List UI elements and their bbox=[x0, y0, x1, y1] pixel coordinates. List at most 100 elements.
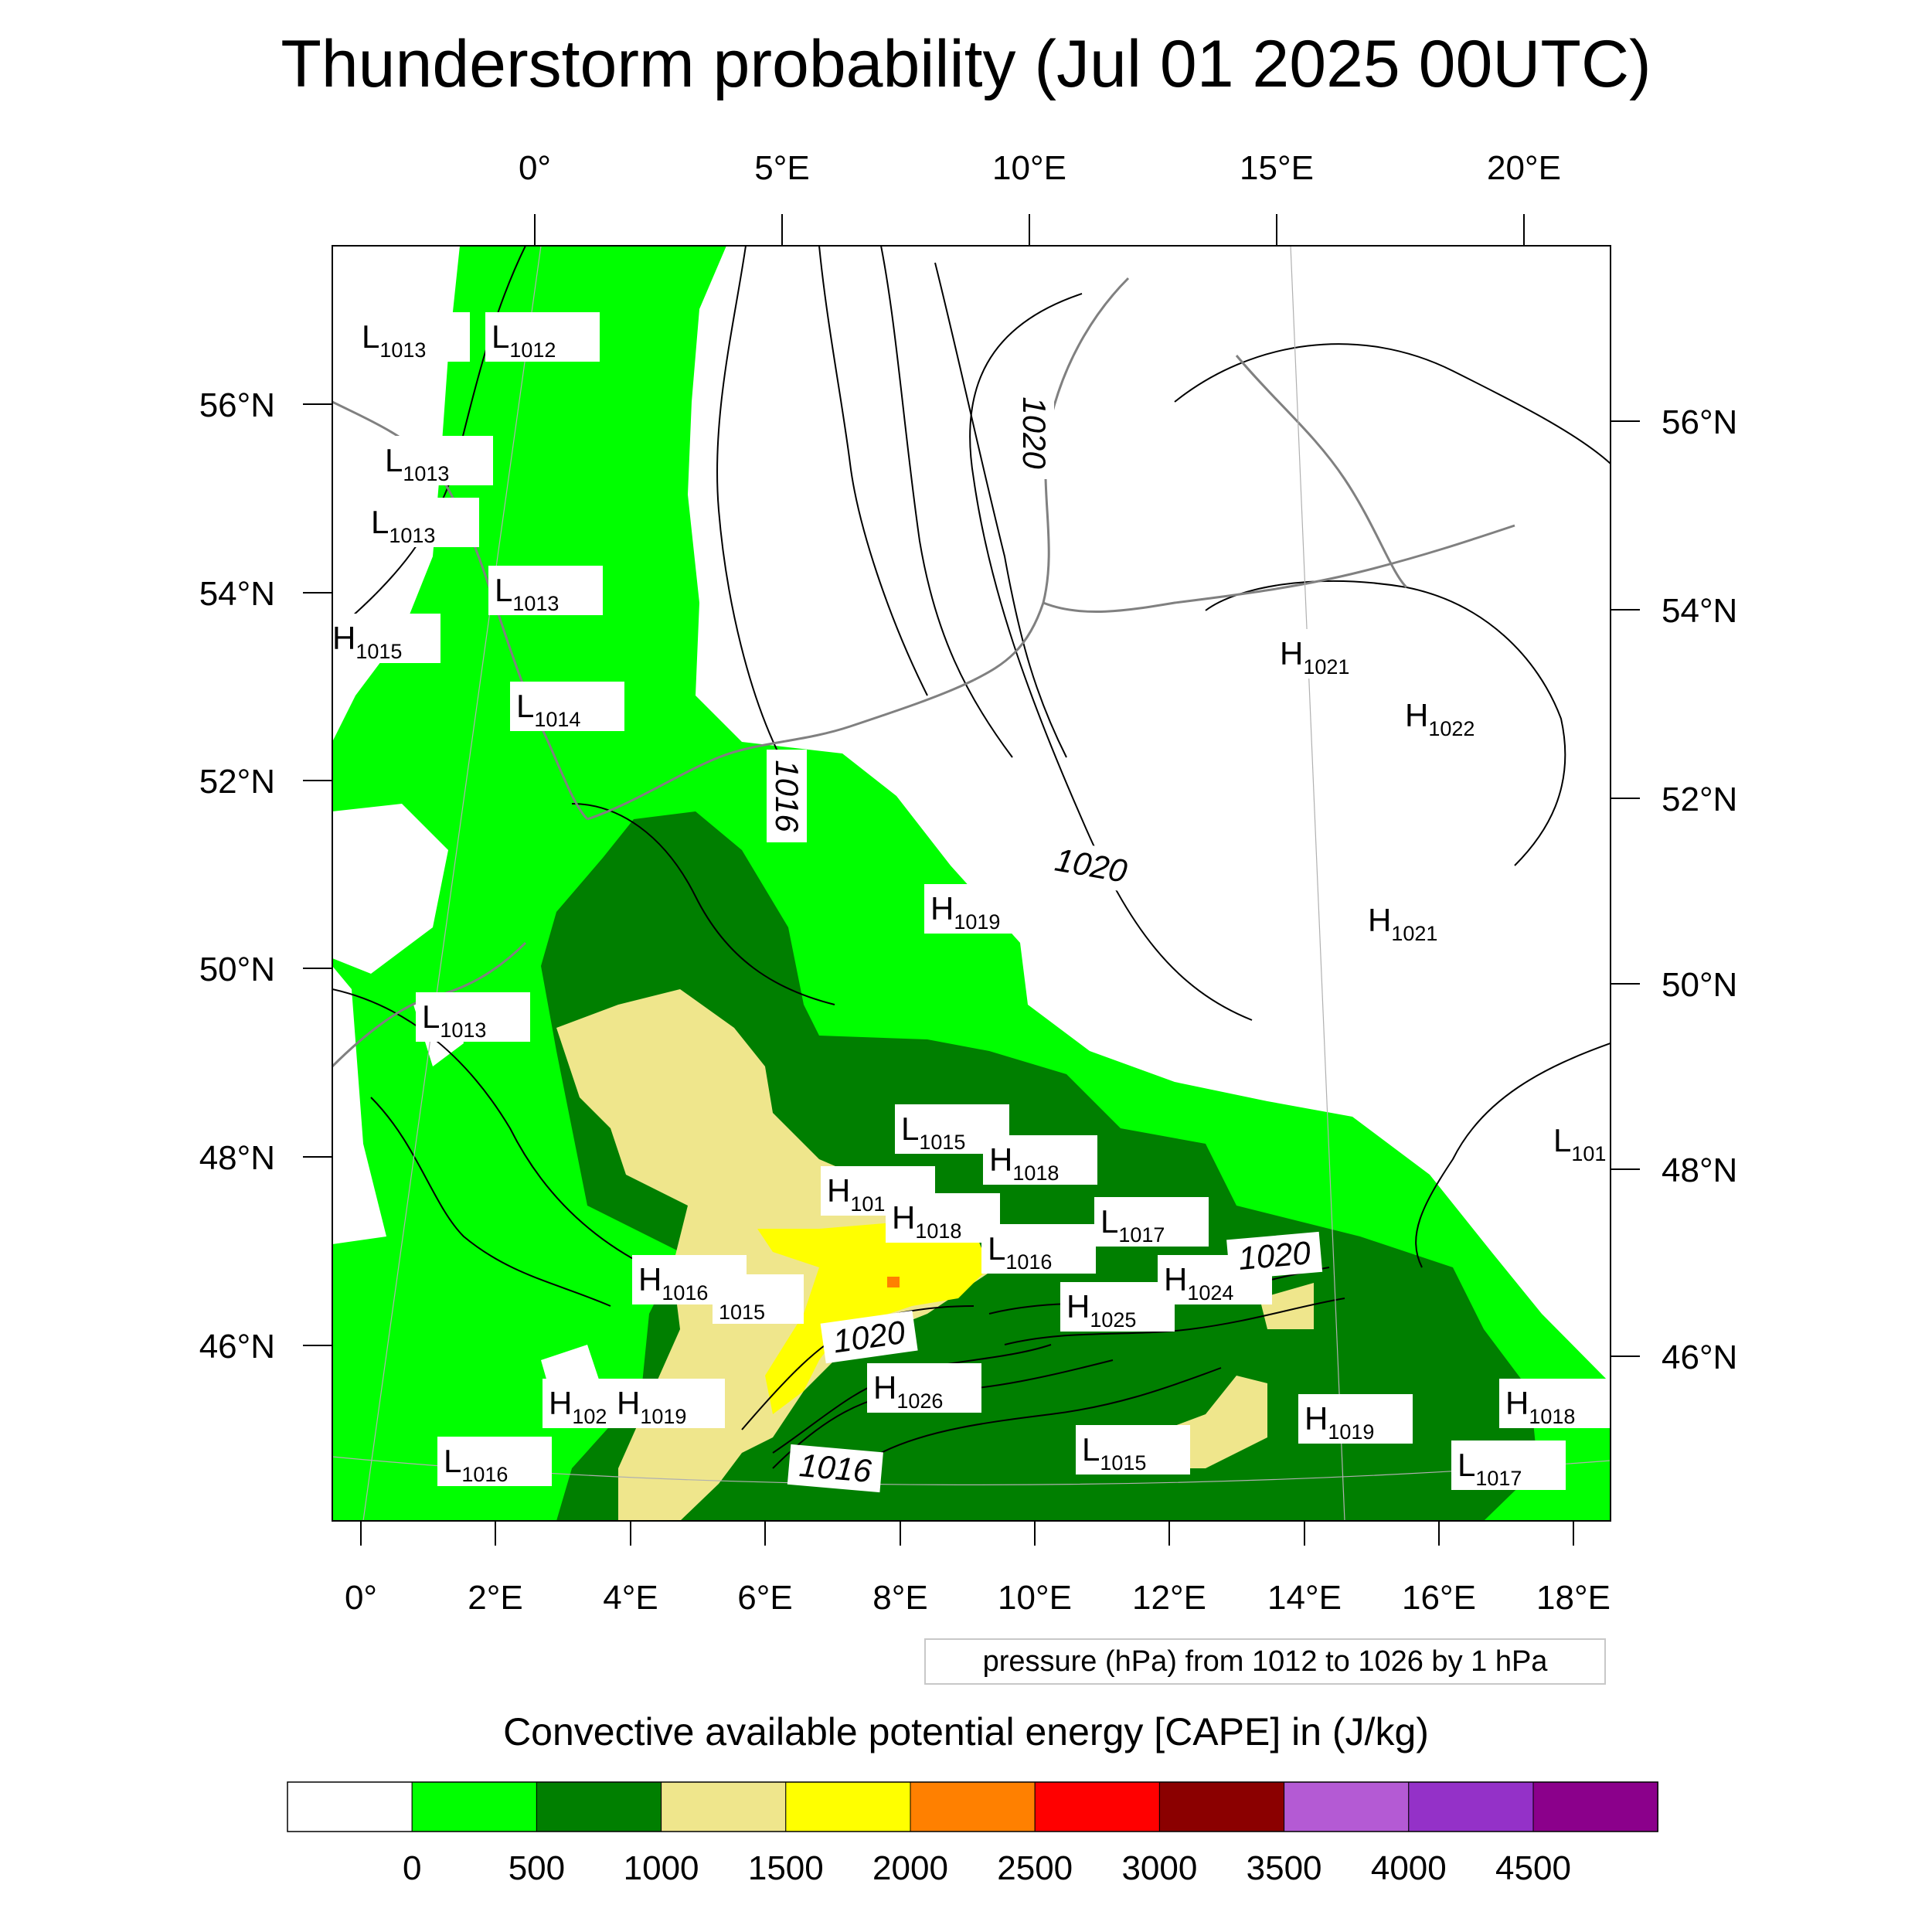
isobar-line bbox=[1415, 1043, 1611, 1268]
isobar-label: 1016 bbox=[767, 750, 807, 842]
label-background bbox=[1362, 896, 1476, 945]
pressure-center-text: H1018 bbox=[989, 1141, 1059, 1185]
pressure-center-text: H1025 bbox=[1066, 1288, 1136, 1332]
label-background bbox=[1399, 691, 1513, 740]
pressure-center-text: L101 bbox=[1553, 1122, 1606, 1165]
bottom-axis-label: 2°E bbox=[468, 1579, 522, 1617]
pressure-center-label: L1013 bbox=[416, 992, 530, 1042]
pressure-center-text: H1021 bbox=[1368, 902, 1437, 945]
pressure-center-label: L1013 bbox=[488, 566, 603, 615]
isobar-label-text: 1016 bbox=[769, 760, 805, 832]
coastline bbox=[973, 277, 1130, 682]
pressure-center-text: L1016 bbox=[988, 1230, 1052, 1274]
page-title: Thunderstorm probability (Jul 01 2025 00… bbox=[281, 27, 1651, 101]
label-background bbox=[1060, 1282, 1175, 1332]
bottom-axis-label: 14°E bbox=[1267, 1579, 1342, 1617]
pressure-center-label: H1021 bbox=[1274, 629, 1388, 679]
pressure-center-label: L1017 bbox=[1451, 1440, 1566, 1490]
top-axis-label: 0° bbox=[519, 149, 551, 187]
pressure-center-label: L1013 bbox=[355, 312, 470, 362]
pressure-center-label: H1018 bbox=[983, 1135, 1097, 1185]
label-background bbox=[355, 312, 470, 362]
contour-info-box: pressure (hPa) from 1012 to 1026 by 1 hP… bbox=[924, 1638, 1606, 1685]
pressure-center-label: H1018 bbox=[886, 1193, 1000, 1243]
left-axis-label: 50°N bbox=[199, 951, 275, 988]
isobar-line bbox=[716, 246, 781, 758]
colorbar-swatch bbox=[287, 1781, 413, 1832]
colorbar-tick-label: 2500 bbox=[997, 1849, 1073, 1887]
isobar-line bbox=[1174, 343, 1611, 464]
pressure-center-label: L1012 bbox=[485, 312, 600, 362]
cape-hole-a bbox=[332, 804, 448, 974]
pressure-center-text: L1013 bbox=[371, 504, 435, 547]
colorbar-swatch bbox=[785, 1781, 911, 1832]
colorbar-swatch bbox=[1034, 1781, 1160, 1832]
colorbar-title: Convective available potential energy [C… bbox=[503, 1710, 1429, 1753]
pressure-center-label: L1013 bbox=[379, 436, 493, 485]
label-background bbox=[1094, 1197, 1209, 1247]
bottom-axis-label: 10°E bbox=[998, 1579, 1072, 1617]
label-background bbox=[867, 1363, 981, 1413]
colorbar-frame bbox=[287, 1781, 1658, 1832]
isobar-label: 1020 bbox=[820, 1310, 918, 1364]
isobar-label-text: 1020 bbox=[1016, 396, 1053, 469]
right-axis-label: 52°N bbox=[1662, 781, 1737, 818]
label-background bbox=[1274, 629, 1388, 679]
bottom-axis-label: 16°E bbox=[1402, 1579, 1476, 1617]
pressure-center-label: H1019 bbox=[924, 884, 1039, 934]
coastline bbox=[1235, 355, 1408, 589]
colorbar: 0 500 1000 1500 2000 2500 3000 3500 4000 4500 bbox=[287, 1781, 1658, 1887]
pressure-center-text: H1019 bbox=[1304, 1400, 1374, 1444]
pressure-center-text: H102 bbox=[549, 1385, 607, 1428]
coastline bbox=[1043, 524, 1515, 614]
label-background bbox=[924, 884, 1039, 934]
isobar-line bbox=[1004, 1298, 1345, 1345]
left-axis-label: 56°N bbox=[199, 386, 275, 424]
top-axis-label: 10°E bbox=[992, 149, 1066, 187]
pressure-center-label: H1019 bbox=[1298, 1394, 1413, 1444]
label-background bbox=[981, 1224, 1096, 1274]
pressure-center-text: H1019 bbox=[617, 1385, 686, 1428]
label-background bbox=[611, 1379, 725, 1428]
colorbar-swatch bbox=[661, 1781, 787, 1832]
left-axis-label: 52°N bbox=[199, 763, 275, 801]
label-background bbox=[1547, 1116, 1611, 1165]
pressure-center-text: L1016 bbox=[444, 1443, 508, 1486]
bottom-axis-label: 12°E bbox=[1132, 1579, 1206, 1617]
pressure-center-text: H1026 bbox=[873, 1369, 943, 1413]
pressure-center-text: H1015 bbox=[332, 620, 402, 663]
pressure-center-text: L1014 bbox=[516, 688, 580, 731]
label-background bbox=[510, 682, 624, 731]
colorbar-swatch bbox=[536, 1781, 662, 1832]
pressure-center-label: H1025 bbox=[1060, 1282, 1175, 1332]
pressure-center-text: H1018 bbox=[892, 1199, 961, 1243]
axes: 0° 5°E 10°E 15°E 20°E 0° 2°E 4°E 6°E 8°E 10°E 12°E 1… bbox=[199, 149, 1738, 1617]
isobar-label: 1016 bbox=[787, 1444, 883, 1493]
label-background bbox=[713, 1274, 804, 1324]
pressure-center-text: L1015 bbox=[901, 1111, 965, 1154]
colorbar-swatch bbox=[910, 1781, 1036, 1832]
pressure-center-label: H1021 bbox=[1362, 896, 1476, 945]
colorbar-tick-label: 2000 bbox=[872, 1849, 948, 1887]
bottom-axis-label: 18°E bbox=[1536, 1579, 1611, 1617]
label-background bbox=[379, 436, 493, 485]
pressure-center-text: H1019 bbox=[930, 890, 1000, 934]
meridian-line bbox=[362, 246, 542, 1521]
pressure-center-text: L1013 bbox=[495, 572, 559, 615]
right-axis-label: 46°N bbox=[1662, 1338, 1737, 1376]
pressure-center-text: H1018 bbox=[827, 1172, 896, 1216]
pressure-center-label: H1019 bbox=[611, 1379, 725, 1428]
label-background bbox=[886, 1193, 1000, 1243]
bottom-axis-label: 8°E bbox=[872, 1579, 927, 1617]
pressure-center-label: 1015 bbox=[713, 1274, 804, 1324]
isobar-line bbox=[880, 1367, 1222, 1454]
isobar-line bbox=[332, 988, 650, 1268]
meridian-line bbox=[1290, 246, 1345, 1521]
coastline bbox=[587, 679, 975, 821]
right-axis-label: 54°N bbox=[1662, 592, 1737, 630]
colorbar-tick-label: 4000 bbox=[1371, 1849, 1447, 1887]
colorbar-tick-label: 3000 bbox=[1121, 1849, 1197, 1887]
pressure-center-text: H1022 bbox=[1405, 697, 1475, 740]
